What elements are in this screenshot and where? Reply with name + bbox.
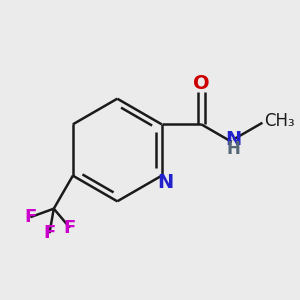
Text: H: H xyxy=(226,140,240,158)
Text: F: F xyxy=(43,224,56,242)
Text: CH₃: CH₃ xyxy=(264,112,295,130)
Text: O: O xyxy=(193,74,210,93)
Text: F: F xyxy=(64,219,76,237)
Text: N: N xyxy=(158,172,174,192)
Text: N: N xyxy=(225,130,242,149)
Text: F: F xyxy=(24,208,37,226)
